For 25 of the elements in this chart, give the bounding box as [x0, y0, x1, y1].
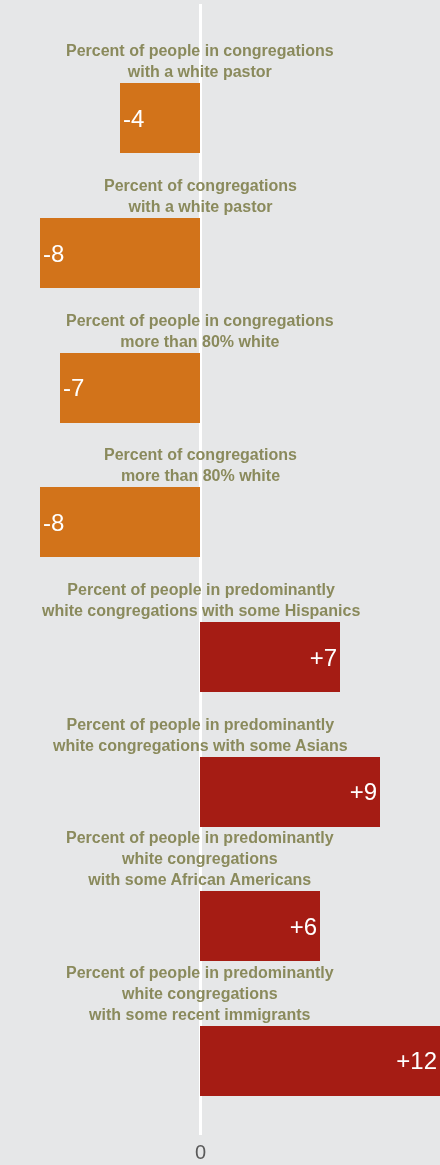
bar — [200, 891, 320, 962]
bar — [40, 218, 200, 289]
data-label: -8 — [43, 239, 65, 267]
data-label: -4 — [123, 104, 145, 132]
y-tick-label: Percent of people in congregations more than 80% white — [66, 312, 334, 350]
bar — [200, 756, 380, 827]
y-tick-label: Percent of people in congregations with a white pastor — [66, 42, 334, 80]
data-label: -7 — [63, 374, 85, 402]
y-tick-label: Percent of people in predominantly white congregations with some recent immigrants — [66, 964, 334, 1023]
annotation: 0 — [195, 1141, 207, 1163]
y-tick-label: Percent of congregations with a white pastor — [104, 177, 298, 215]
y-tick-label: Percent of people in predominantly white congregations with some Asians — [52, 716, 348, 754]
data-label: +7 — [309, 643, 337, 671]
bar — [200, 1025, 440, 1096]
y-tick-label: Percent of congregations more than 80% white — [104, 446, 298, 484]
data-label: +12 — [396, 1047, 437, 1075]
data-label: +9 — [349, 778, 377, 806]
data-label: -8 — [43, 508, 65, 536]
bar — [120, 83, 200, 154]
bar — [200, 622, 340, 693]
y-tick-label: Percent of people in predominantly white congregations with some African Americans — [66, 829, 334, 888]
bar — [40, 487, 200, 558]
y-tick-label: Percent of people in predominantly white congregations with some Hispanics — [41, 581, 361, 619]
bar — [60, 352, 200, 423]
data-label: +6 — [289, 912, 317, 940]
